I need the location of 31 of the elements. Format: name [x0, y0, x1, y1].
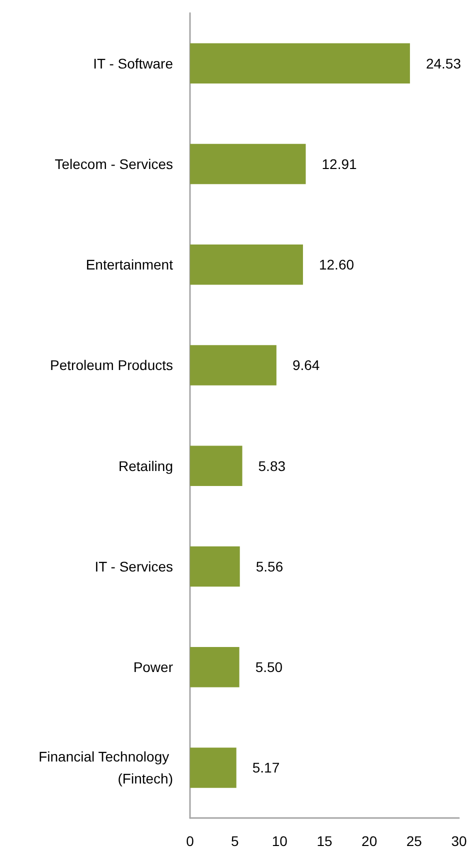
bar	[190, 546, 240, 587]
data-label: 24.53	[426, 55, 462, 72]
bar	[190, 748, 236, 788]
data-label: 5.17	[252, 760, 280, 776]
x-tick-label: 15	[316, 833, 332, 848]
x-tick-label: 30	[451, 833, 467, 848]
y-tick-label: Financial Technology (Fintech)	[38, 748, 173, 787]
data-label: 5.56	[256, 558, 284, 574]
y-tick-label: Retailing	[118, 458, 173, 474]
y-tick-label: Petroleum Products	[50, 357, 173, 374]
y-tick-label: IT - Software	[93, 55, 174, 72]
y-tick-label: Entertainment	[86, 256, 174, 273]
bar	[190, 244, 303, 285]
x-tick-label: 10	[272, 833, 288, 848]
bar	[190, 345, 276, 386]
data-label: 5.50	[255, 659, 283, 676]
x-tick-label: 20	[362, 833, 378, 848]
data-label: 12.91	[322, 156, 358, 172]
data-label: 5.83	[258, 458, 286, 474]
bar	[190, 446, 242, 486]
x-tick-label: 0	[186, 833, 194, 848]
x-tick-label: 5	[230, 833, 239, 848]
y-tick-label: Telecom - Services	[54, 156, 173, 172]
bar	[190, 43, 410, 84]
y-tick-label: Power	[133, 659, 174, 676]
y-tick-label: IT - Services	[94, 558, 173, 574]
x-tick-label: 25	[406, 833, 422, 848]
bar	[190, 646, 240, 688]
data-label: 9.64	[292, 357, 320, 374]
data-label: 12.60	[318, 256, 354, 273]
bar	[190, 144, 306, 184]
